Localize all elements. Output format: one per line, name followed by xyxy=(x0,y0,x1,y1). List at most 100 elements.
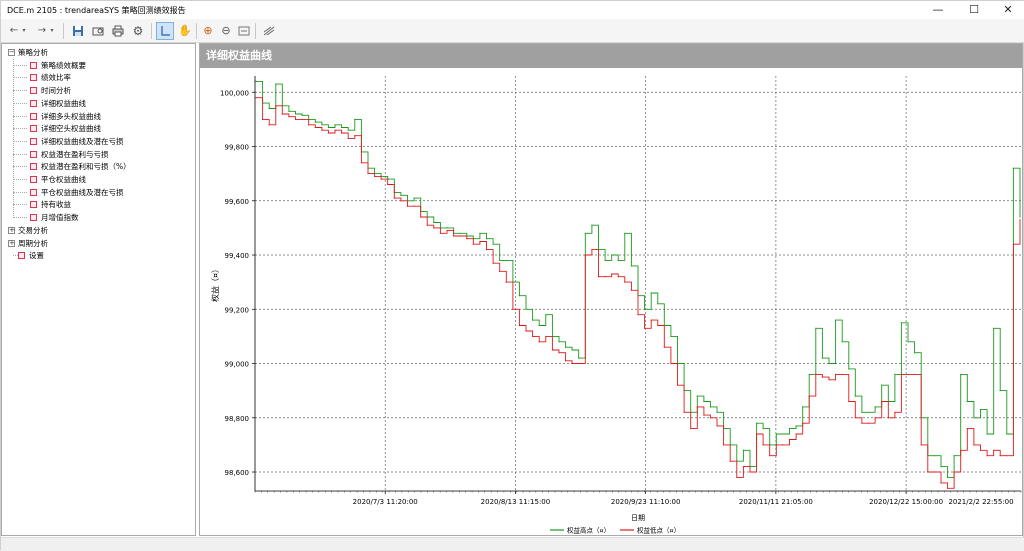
print-preview-button[interactable] xyxy=(89,22,107,40)
series-line-low xyxy=(256,97,1021,489)
tree-connector xyxy=(13,255,18,257)
tree-item[interactable]: 平仓权益曲线 xyxy=(41,175,86,184)
tree-connector xyxy=(13,58,14,218)
data-point xyxy=(900,322,903,324)
data-point xyxy=(545,314,547,316)
data-point xyxy=(545,335,547,337)
expand-toggle-icon[interactable]: + xyxy=(8,238,15,247)
data-point xyxy=(275,83,277,85)
data-point xyxy=(966,400,968,403)
data-point xyxy=(406,205,409,207)
data-point xyxy=(966,428,968,430)
data-point xyxy=(485,249,488,251)
report-page-icon xyxy=(30,61,37,69)
data-point xyxy=(354,118,356,120)
data-point xyxy=(459,232,461,234)
back-dropdown[interactable]: ▾ xyxy=(19,22,29,40)
data-point xyxy=(374,175,376,177)
crosshair-button[interactable] xyxy=(156,22,174,40)
pan-button[interactable]: ✋ xyxy=(176,22,194,40)
x-tick-label: 2020/7/3 11:20:00 xyxy=(353,498,418,506)
tree-item[interactable]: 月增值指数 xyxy=(41,213,79,223)
expand-toggle-icon[interactable]: − xyxy=(8,48,15,56)
data-point xyxy=(762,428,764,430)
data-point xyxy=(867,422,870,424)
x-axis-label: 日期 xyxy=(631,514,645,522)
save-button[interactable] xyxy=(69,22,87,40)
x-tick-label: 2021/2/2 22:55:00 xyxy=(948,498,1013,506)
minimize-button[interactable]: — xyxy=(921,1,955,19)
tree-item[interactable]: 详细权益曲线及潜在亏损 xyxy=(41,136,124,146)
data-point xyxy=(301,118,303,120)
back-button[interactable]: ← xyxy=(5,22,23,40)
data-point xyxy=(525,308,527,310)
data-point xyxy=(479,232,481,234)
data-point xyxy=(446,227,448,229)
data-point xyxy=(433,221,435,224)
data-point xyxy=(584,254,586,256)
tree-item[interactable]: 绩效比率 xyxy=(41,73,71,83)
data-point xyxy=(341,126,343,129)
data-point xyxy=(808,373,810,375)
tree-item[interactable]: 详细空头权益曲线 xyxy=(41,124,101,134)
tree-item[interactable]: 持有收益 xyxy=(41,200,71,210)
print-button[interactable] xyxy=(109,22,127,40)
tree-item[interactable]: 策略绩效概要 xyxy=(41,60,86,70)
tree-item-settings[interactable]: 设置 xyxy=(29,251,44,261)
forward-button[interactable]: → xyxy=(33,22,51,40)
crosshair-icon xyxy=(161,26,170,36)
data-point xyxy=(578,357,580,359)
maximize-button[interactable]: ☐ xyxy=(957,1,991,19)
data-point xyxy=(782,433,784,435)
expand-toggle-icon[interactable]: + xyxy=(8,225,15,234)
tree-group-3[interactable]: 周期分析 xyxy=(18,238,48,248)
data-point xyxy=(400,194,402,196)
tree-connector xyxy=(13,204,27,206)
tree-group-2[interactable]: 交易分析 xyxy=(18,225,48,235)
data-point xyxy=(821,357,824,359)
toolbar-divider xyxy=(63,23,64,39)
tree-item[interactable]: 平仓权益曲线及潜在亏损 xyxy=(41,187,124,197)
tree-item[interactable]: 详细权益曲线 xyxy=(41,98,86,108)
zoom-out-button[interactable]: ⊖ xyxy=(217,22,235,40)
tree-item[interactable]: 详细多头权益曲线 xyxy=(41,111,101,121)
settings-button[interactable]: ⚙ xyxy=(129,22,147,40)
data-point xyxy=(690,428,692,430)
data-point xyxy=(387,183,389,186)
data-point xyxy=(841,373,843,375)
data-point xyxy=(255,97,257,99)
export-button[interactable] xyxy=(260,22,278,40)
data-point xyxy=(492,262,494,264)
tree-group-1[interactable]: 策略分析 xyxy=(18,48,48,57)
forward-dropdown[interactable]: ▾ xyxy=(47,22,57,40)
y-tick-label: 98,600 xyxy=(225,469,250,477)
data-point xyxy=(742,449,745,451)
data-point xyxy=(703,414,705,416)
data-point xyxy=(288,116,290,118)
close-button[interactable]: ✕ xyxy=(991,1,1024,19)
data-point xyxy=(393,197,395,199)
tree-item[interactable]: 时间分析 xyxy=(41,86,71,96)
report-page-icon xyxy=(30,150,37,158)
data-point xyxy=(716,411,718,413)
data-point xyxy=(709,406,711,408)
data-point xyxy=(532,319,534,321)
tree-item[interactable]: 权益潜在盈利与亏损 xyxy=(41,149,109,159)
tree-item[interactable]: 权益潜在盈利和亏损（%） xyxy=(41,162,131,172)
x-tick-label: 2020/9/23 11:10:00 xyxy=(611,498,681,506)
data-point xyxy=(828,379,830,381)
data-point xyxy=(624,232,626,234)
data-point xyxy=(604,259,606,261)
equity-chart[interactable]: 100,000 99,800 99,600 99,400 99,200 99,000 98,… xyxy=(200,68,1022,535)
data-point xyxy=(650,319,652,321)
data-point xyxy=(439,232,441,234)
data-point xyxy=(459,235,461,237)
fit-button[interactable] xyxy=(235,22,253,40)
data-point xyxy=(920,444,922,446)
export-icon xyxy=(263,26,275,36)
tree-connector xyxy=(13,115,27,117)
zoom-in-button[interactable]: ⊕ xyxy=(199,22,217,40)
data-point xyxy=(848,368,850,370)
y-tick-label: 99,800 xyxy=(225,144,250,152)
